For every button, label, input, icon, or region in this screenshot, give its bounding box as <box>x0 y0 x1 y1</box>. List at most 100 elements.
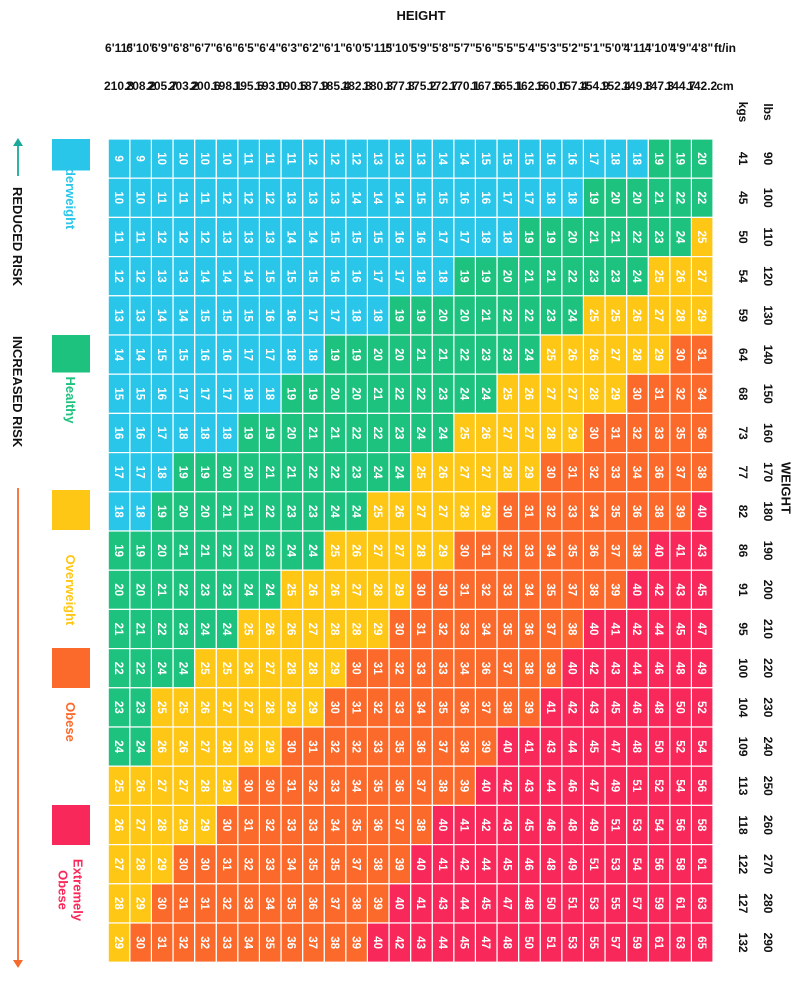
bmi-value: 33 <box>285 819 297 832</box>
bmi-value: 51 <box>630 779 642 792</box>
bmi-value: 27 <box>177 779 189 792</box>
bmi-value: 29 <box>609 387 621 400</box>
bmi-value: 17 <box>241 348 253 361</box>
bmi-value: 15 <box>285 270 297 283</box>
bmi-value: 19 <box>522 231 534 244</box>
bmi-value: 21 <box>220 505 232 518</box>
bmi-value: 15 <box>349 231 361 244</box>
height-cm-label: 190.5 <box>277 79 307 93</box>
bmi-value: 39 <box>393 858 405 871</box>
bmi-value: 32 <box>177 936 189 949</box>
bmi-value: 34 <box>544 544 556 557</box>
height-cm-label: 205.7 <box>147 79 177 93</box>
bmi-value: 36 <box>371 819 383 832</box>
bmi-value: 15 <box>501 152 513 165</box>
bmi-value: 24 <box>155 662 167 675</box>
bmi-value: 28 <box>198 779 210 792</box>
bmi-value: 48 <box>630 740 642 753</box>
bmi-value: 39 <box>457 779 469 792</box>
bmi-value: 44 <box>652 623 664 636</box>
height-ftin-label: 6'3" <box>281 41 303 55</box>
bmi-value: 27 <box>457 466 469 479</box>
height-cm-label: 198.1 <box>212 79 242 93</box>
bmi-value: 36 <box>457 701 469 714</box>
bmi-value: 40 <box>587 623 599 636</box>
bmi-value: 32 <box>328 740 340 753</box>
height-cm-label: 170.1 <box>450 79 480 93</box>
bmi-value: 43 <box>522 779 534 792</box>
bmi-value: 30 <box>328 701 340 714</box>
bmi-value: 10 <box>177 152 189 165</box>
height-ftin-label: 6'11" <box>105 41 133 55</box>
cm-unit-label: cm <box>716 79 733 93</box>
bmi-value: 47 <box>501 897 513 910</box>
bmi-value: 19 <box>198 466 210 479</box>
bmi-value: 20 <box>609 191 621 204</box>
height-cm-label: 193.0 <box>255 79 285 93</box>
bmi-value: 41 <box>436 858 448 871</box>
bmi-value: 14 <box>371 191 383 204</box>
bmi-value: 46 <box>544 819 556 832</box>
bmi-value: 45 <box>479 897 491 910</box>
bmi-value: 41 <box>673 544 685 557</box>
height-ftin-label: 5'5" <box>497 41 519 55</box>
bmi-value: 19 <box>457 270 469 283</box>
bmi-value: 34 <box>695 387 707 400</box>
bmi-value: 32 <box>306 779 318 792</box>
bmi-value: 25 <box>457 427 469 440</box>
bmi-value: 18 <box>414 270 426 283</box>
bmi-value: 30 <box>349 662 361 675</box>
bmi-value: 61 <box>652 936 664 949</box>
weight-kgs-label: 54 <box>736 270 750 284</box>
bmi-value: 34 <box>457 662 469 675</box>
bmi-value: 27 <box>263 662 275 675</box>
bmi-value: 23 <box>177 623 189 636</box>
bmi-value: 22 <box>673 191 685 204</box>
bmi-value: 19 <box>349 348 361 361</box>
bmi-value: 24 <box>263 583 275 596</box>
bmi-value: 15 <box>198 309 210 322</box>
height-ftin-label: 5'2" <box>562 41 584 55</box>
bmi-value: 20 <box>220 466 232 479</box>
bmi-value: 19 <box>328 348 340 361</box>
bmi-value: 22 <box>349 427 361 440</box>
height-ftin-label: 6'10" <box>126 41 155 55</box>
bmi-value: 26 <box>349 544 361 557</box>
category-label: Underweight <box>63 151 78 230</box>
weight-lbs-label: 190 <box>761 541 775 561</box>
weight-kgs-label: 132 <box>736 933 750 953</box>
bmi-value: 17 <box>393 270 405 283</box>
category-swatch <box>52 139 90 171</box>
bmi-value: 38 <box>587 583 599 596</box>
bmi-value: 41 <box>414 897 426 910</box>
bmi-value: 14 <box>177 309 189 322</box>
bmi-value: 61 <box>695 858 707 871</box>
bmi-value: 24 <box>349 505 361 518</box>
weight-kgs-label: 113 <box>736 776 750 796</box>
bmi-value: 19 <box>241 427 253 440</box>
bmi-value: 20 <box>349 387 361 400</box>
bmi-value: 36 <box>393 779 405 792</box>
bmi-value: 17 <box>587 152 599 165</box>
bmi-value: 31 <box>285 779 297 792</box>
bmi-value: 9 <box>133 155 145 161</box>
bmi-value: 24 <box>198 623 210 636</box>
weight-lbs-label: 290 <box>761 933 775 953</box>
bmi-value: 29 <box>328 662 340 675</box>
bmi-value: 20 <box>436 309 448 322</box>
bmi-value: 33 <box>436 662 448 675</box>
bmi-value: 45 <box>457 936 469 949</box>
bmi-value: 25 <box>155 701 167 714</box>
height-ftin-label: 6'7" <box>194 41 216 55</box>
height-cm-label: 182.8 <box>342 79 372 93</box>
bmi-value: 12 <box>155 231 167 244</box>
bmi-value: 19 <box>263 427 275 440</box>
bmi-value: 30 <box>501 505 513 518</box>
bmi-value: 25 <box>177 701 189 714</box>
bmi-value: 35 <box>263 936 275 949</box>
height-ftin-label: 4'9" <box>670 41 692 55</box>
bmi-value: 44 <box>479 858 491 871</box>
bmi-value: 34 <box>414 701 426 714</box>
bmi-value: 19 <box>133 544 145 557</box>
bmi-value: 31 <box>609 427 621 440</box>
